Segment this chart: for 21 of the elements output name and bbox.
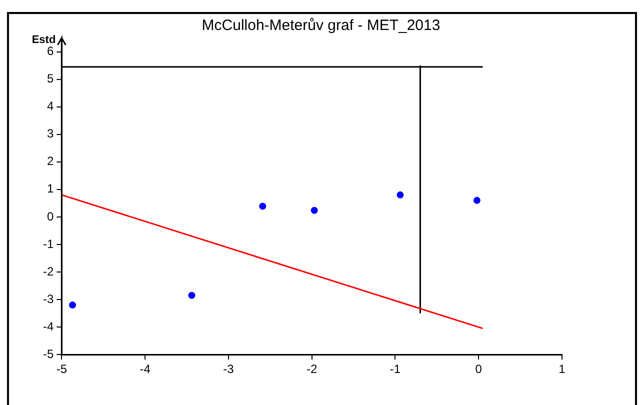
- x-tick-label: -3: [223, 362, 234, 376]
- y-axis-title: Estd: [32, 34, 56, 46]
- y-tick-label: 3: [46, 126, 54, 141]
- y-tick-label: 2: [46, 154, 54, 168]
- y-tick-label: -3: [43, 292, 54, 306]
- y-tick-label: 4: [46, 99, 54, 114]
- y-tick-label: -1: [43, 236, 54, 251]
- y-tick-label: 1: [46, 182, 54, 196]
- y-tick-label: -2: [43, 264, 54, 278]
- x-tick-label: -2: [306, 362, 318, 376]
- x-tick-label: -4: [140, 362, 151, 376]
- x-tick-label: 0: [475, 362, 482, 376]
- x-tick-label: 1: [558, 362, 566, 376]
- x-tick-label: -5: [56, 362, 68, 376]
- chart-title: McCulloh-Meterův graf - MET_2013: [200, 17, 442, 34]
- y-tick-label: -5: [43, 346, 54, 361]
- x-tick-label: -1: [390, 362, 401, 376]
- y-tick-label: 5: [46, 72, 54, 86]
- y-tick-label: 0: [46, 209, 54, 224]
- y-tick-label: 6: [46, 44, 54, 58]
- y-tick-label: -4: [43, 319, 54, 334]
